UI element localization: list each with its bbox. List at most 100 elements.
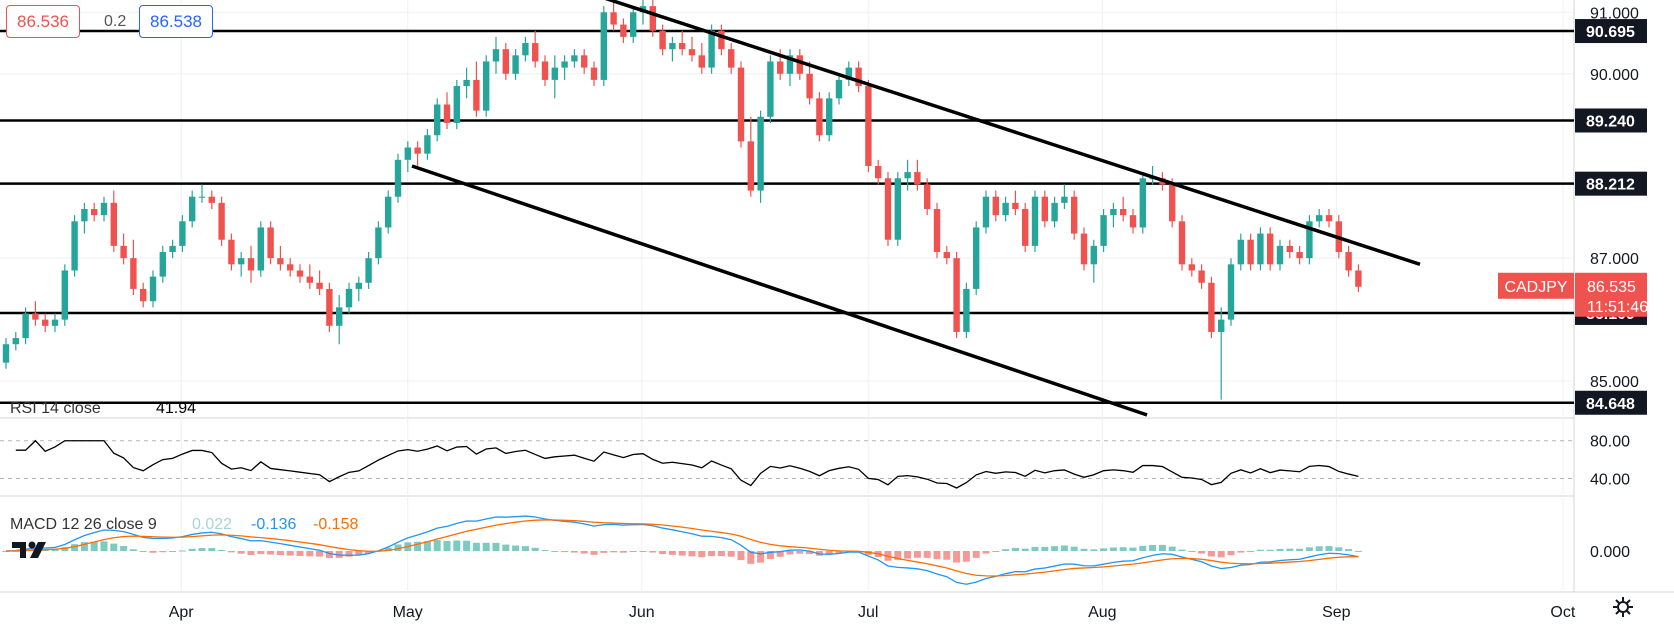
candle-body [61,270,68,320]
macd-histogram-bar [188,548,196,551]
candle-body [1355,270,1362,287]
macd-histogram-bar [737,551,745,561]
macd-histogram-bar [1198,551,1206,554]
candle-body [1208,282,1215,332]
macd-histogram-bar [1109,547,1117,551]
macd-histogram-bar [414,541,422,551]
macd-histogram-bar [325,551,333,559]
macd-histogram-bar [100,541,108,551]
macd-histogram-bar [129,549,137,551]
candle-body [590,67,598,80]
macd-histogram-bar [365,551,373,554]
candle-body [992,196,999,216]
macd-histogram-bar [1031,546,1039,551]
macd-histogram-bar [394,544,402,551]
trendlines[interactable] [411,0,1421,417]
macd-legend-signal: -0.158 [313,516,358,533]
candle-body [522,43,529,56]
macd-pane [2,515,1362,585]
candle-body [1002,202,1009,216]
candle-body [1061,196,1068,203]
candle-body [140,288,147,302]
candle-body [81,209,88,222]
macd-histogram-bar [561,551,569,553]
candle-body [502,49,509,74]
candle-body [620,24,627,37]
macd-histogram-bar [2,551,10,552]
level-price-label: 90.695 [1586,24,1635,41]
last-price-label: 86.535 [1587,279,1636,296]
candle-body [208,196,215,203]
candle-body [287,264,294,271]
rsi-tick-label: 80.00 [1590,434,1630,451]
candle-body [1188,264,1195,271]
candle-body [1080,233,1088,265]
candle-body [845,67,852,80]
time-axis[interactable]: Apr May Jun Jul Aug Sep Oct [169,604,1576,621]
candle-body [933,209,941,253]
macd-histogram-bar [590,551,598,555]
macd-histogram-bar [600,551,608,553]
candle-body [463,79,470,87]
tradingview-logo-icon[interactable] [12,538,52,567]
macd-histogram-bar [717,551,725,557]
macd-histogram-bar [1266,549,1274,551]
rsi-tick-label: 40.00 [1590,472,1630,489]
candle-body [1110,209,1117,216]
rsi-pane [0,439,1574,489]
macd-histogram-bar [149,551,157,553]
price-axis[interactable]: 91.000 90.000 87.000 85.000 90.695 89.240 88.2… [1498,5,1648,561]
macd-histogram-bar [678,551,686,556]
level-price-tag [1575,108,1647,133]
macd-histogram-bar [169,551,177,552]
candle-body [610,12,617,25]
macd-histogram-bar [757,551,765,563]
buy-price-box[interactable]: 86.538 [139,5,213,38]
candle-body [1012,202,1019,209]
buy-price: 86.538 [150,11,202,31]
macd-histogram-bar [1080,548,1088,551]
candle-body [855,67,862,87]
macd-histogram-bar [1100,548,1108,551]
macd-histogram-bar [1051,546,1059,551]
candle-body [42,319,49,326]
candle-body [179,221,186,246]
macd-histogram-bar [1129,547,1137,551]
macd-histogram-bar [786,551,794,555]
time-label: Apr [169,604,195,621]
macd-histogram-bar [570,551,578,553]
macd-histogram-bar [453,540,461,551]
horizontal-levels[interactable] [0,29,1574,405]
macd-histogram-bar [120,546,128,551]
candle-body [982,196,990,228]
time-label: May [393,604,423,621]
candle-body [247,258,255,271]
macd-histogram-bar [90,541,98,551]
settings-gear-icon[interactable] [1612,596,1634,623]
rsi-line [15,439,1359,489]
macd-histogram-bar [1158,544,1166,551]
candle-body [1071,196,1078,234]
time-label: Sep [1322,604,1351,621]
candle-body [1237,239,1244,265]
candle-body [336,307,343,326]
candle-body [786,55,794,74]
candlestick-series [2,0,1362,400]
time-label: Jun [629,604,655,621]
macd-histogram-bar [227,551,235,553]
macd-histogram-bar [1090,549,1098,551]
candle-body [561,61,568,68]
macd-histogram-bar [629,551,637,553]
macd-histogram-bar [492,542,500,551]
candle-body [1267,233,1274,265]
candle-body [277,258,284,265]
candle-body [835,79,843,99]
macd-histogram-bar [306,551,314,557]
macd-histogram-bar [384,547,392,551]
sell-price-box[interactable]: 86.536 [6,5,80,38]
macd-histogram-bar [110,543,118,551]
macd-histogram-bar [1168,546,1176,551]
rsi-legend-value: 41.94 [156,400,196,417]
macd-histogram-bar [433,540,441,551]
